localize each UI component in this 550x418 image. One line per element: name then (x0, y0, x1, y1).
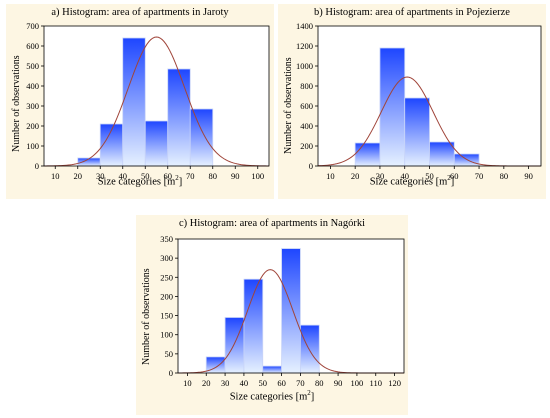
x-tick-label: 70 (186, 171, 195, 181)
x-tick-label: 60 (277, 378, 286, 388)
y-tick-label: 1400 (296, 21, 313, 31)
histogram-bar (144, 120, 169, 167)
x-tick-label: 30 (376, 171, 385, 181)
x-axis-label-superscript: 2 (307, 389, 311, 397)
x-tick-label: 90 (524, 171, 533, 181)
histogram-jaroty: a) Histogram: area of apartments in Jaro… (6, 4, 274, 199)
histogram-nagorki: c) Histogram: area of apartments in Nagó… (136, 215, 408, 415)
x-axis-label-close: ] (178, 176, 183, 188)
x-tick-label: 40 (240, 378, 249, 388)
y-tick-label: 300 (160, 253, 173, 263)
x-tick-label: 20 (351, 171, 360, 181)
y-tick-label: 200 (300, 141, 313, 151)
chart-plot: 0 200 400 600 800 1000 1200 1400 10 20 30 40 50 60 70 8… (296, 21, 542, 181)
x-tick-label: 100 (251, 171, 264, 181)
histogram-bar (404, 97, 430, 167)
y-tick-label: 1000 (296, 61, 313, 71)
x-tick-label: 110 (370, 378, 382, 388)
normal-curve (43, 36, 270, 167)
y-tick-label: 200 (26, 121, 39, 131)
histogram-bar (167, 68, 191, 167)
x-tick-label: 10 (51, 171, 60, 181)
y-tick-label: 600 (300, 101, 313, 111)
x-tick-label: 50 (425, 171, 434, 181)
histogram-bar (429, 141, 455, 167)
y-tick-label: 100 (26, 141, 39, 151)
x-axis-label-superscript: 2 (447, 174, 451, 182)
y-tick-label: 800 (300, 81, 313, 91)
x-tick-label: 90 (334, 378, 343, 388)
histogram-bar (122, 37, 146, 167)
x-tick-label: 90 (231, 171, 240, 181)
x-tick-label: 10 (326, 171, 335, 181)
chart-title: b) Histogram: area of apartments in Poje… (314, 7, 510, 18)
y-tick-label: 350 (160, 234, 173, 244)
x-axis-label: Size categories [m2] (136, 389, 408, 403)
chart-title: c) Histogram: area of apartments in Nagó… (178, 218, 366, 229)
x-tick-label: 40 (119, 171, 128, 181)
y-tick-label: 150 (160, 311, 173, 321)
y-tick-label: 400 (300, 121, 313, 131)
y-axis-label: Number of observations (141, 268, 152, 365)
y-tick-label: 0 (169, 368, 173, 378)
histogram-bar (281, 248, 301, 374)
x-tick-label: 30 (96, 171, 105, 181)
y-tick-label: 400 (26, 81, 39, 91)
y-tick-label: 300 (26, 101, 39, 111)
x-tick-label: 20 (74, 171, 83, 181)
x-tick-label: 60 (164, 171, 173, 181)
y-tick-label: 600 (26, 41, 39, 51)
x-tick-label: 80 (209, 171, 218, 181)
histogram-bar (189, 108, 214, 167)
y-axis-label: Number of observations (283, 57, 294, 154)
histogram-bar (262, 365, 282, 374)
y-tick-label: 100 (160, 330, 173, 340)
x-tick-label: 50 (259, 378, 268, 388)
histogram-bar (300, 324, 320, 374)
x-tick-label: 40 (400, 171, 409, 181)
x-tick-label: 100 (351, 378, 364, 388)
chart-title: a) Histogram: area of apartments in Jaro… (51, 7, 229, 18)
y-tick-label: 700 (26, 21, 39, 31)
x-axis-label-close: ] (450, 176, 455, 188)
y-tick-label: 0 (309, 161, 313, 171)
x-axis-label: Size categories [m2] (6, 174, 274, 188)
x-tick-label: 60 (450, 171, 459, 181)
x-tick-label: 120 (388, 378, 401, 388)
histogram-bar (224, 317, 245, 374)
y-tick-label: 500 (26, 61, 39, 71)
x-axis-label-text: Size categories [m (369, 176, 448, 188)
x-axis-label-text: Size categories [m (229, 391, 308, 403)
x-axis-label-text: Size categories [m (97, 176, 176, 188)
plot-frame (177, 238, 405, 374)
x-tick-label: 30 (221, 378, 230, 388)
x-tick-label: 20 (202, 378, 211, 388)
x-tick-label: 70 (296, 378, 305, 388)
y-tick-label: 1200 (296, 41, 313, 51)
y-tick-label: 50 (165, 349, 174, 359)
histogram-bar (354, 142, 381, 167)
y-tick-label: 250 (160, 272, 173, 282)
histogram-bar (243, 278, 264, 374)
chart-plot: 0 50 100 150 200 250 300 350 10 20 30 40 50 60 70 80 90 1… (160, 234, 405, 388)
x-axis-label-close: ] (310, 391, 315, 403)
chart-plot: 0 100 200 300 400 500 600 700 10 20 30 40 50 60 70 80 90… (26, 21, 270, 181)
y-tick-label: 200 (160, 291, 173, 301)
y-tick-label: 0 (35, 161, 39, 171)
x-tick-label: 50 (141, 171, 150, 181)
histogram-pojezierze: b) Histogram: area of apartments in Poje… (278, 4, 546, 199)
x-tick-label: 80 (500, 171, 509, 181)
x-axis-label-superscript: 2 (175, 174, 179, 182)
x-tick-label: 70 (475, 171, 484, 181)
x-tick-label: 10 (183, 378, 192, 388)
plot-frame (43, 25, 270, 167)
y-axis-label: Number of observations (11, 55, 22, 152)
x-tick-label: 80 (315, 378, 324, 388)
x-axis-label: Size categories [m2] (278, 174, 546, 188)
